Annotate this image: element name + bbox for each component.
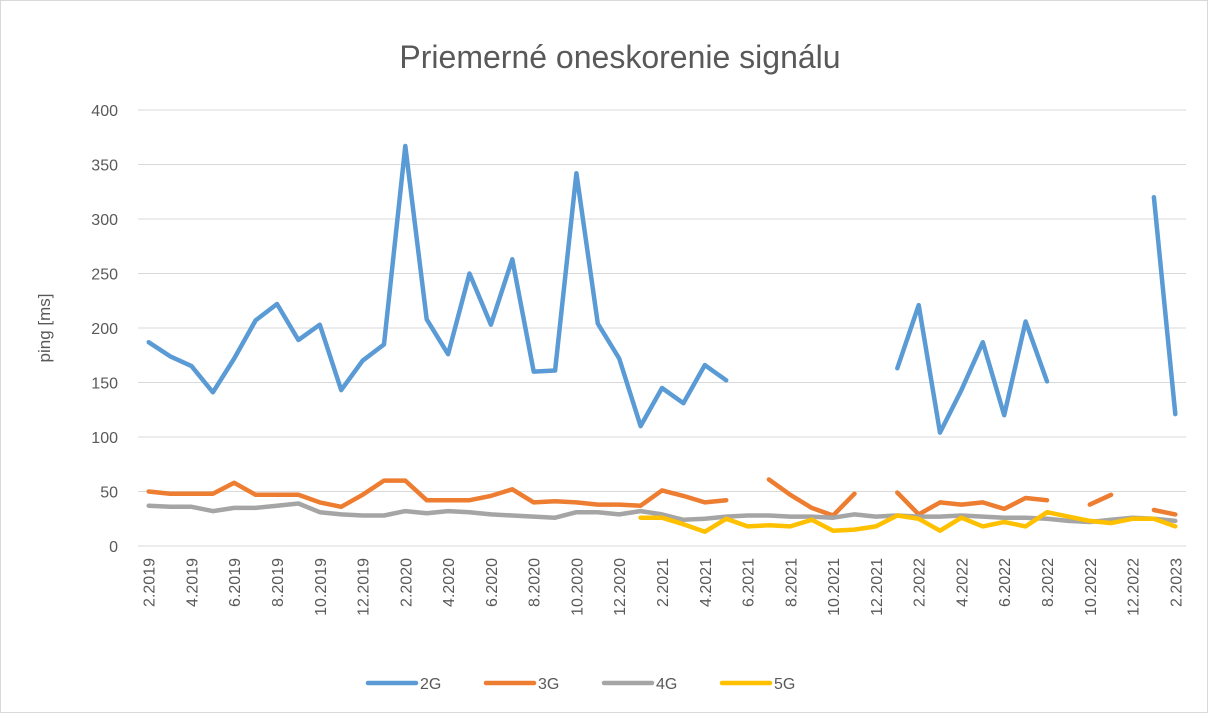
y-tick-label: 200 xyxy=(91,321,118,338)
x-tick-label: 2.2021 xyxy=(655,558,672,607)
y-tick-label: 0 xyxy=(109,539,118,556)
legend-label: 3G xyxy=(538,676,559,693)
x-tick-label: 8.2022 xyxy=(1040,558,1057,607)
x-tick-label: 6.2020 xyxy=(484,558,501,607)
y-tick-label: 300 xyxy=(91,212,118,229)
x-tick-label: 4.2022 xyxy=(954,558,971,607)
legend-label: 5G xyxy=(774,676,795,693)
x-tick-label: 10.2022 xyxy=(1083,558,1100,616)
x-tick-label: 2.2019 xyxy=(142,558,159,607)
x-tick-label: 12.2019 xyxy=(356,558,373,616)
x-tick-label: 2.2020 xyxy=(398,558,415,607)
x-tick-label: 8.2019 xyxy=(270,558,287,607)
x-tick-label: 4.2021 xyxy=(698,558,715,607)
x-tick-label: 12.2020 xyxy=(612,558,629,616)
x-tick-label: 8.2020 xyxy=(527,558,544,607)
y-axis-label: ping [ms] xyxy=(35,294,54,363)
x-tick-label: 2.2023 xyxy=(1168,558,1185,607)
x-tick-label: 4.2020 xyxy=(441,558,458,607)
x-tick-label: 12.2022 xyxy=(1126,558,1143,616)
x-tick-label: 4.2019 xyxy=(184,558,201,607)
series-line xyxy=(638,509,1178,535)
y-tick-label: 150 xyxy=(91,376,118,393)
y-tick-label: 50 xyxy=(100,485,118,502)
x-tick-label: 8.2021 xyxy=(783,558,800,607)
y-tick-label: 400 xyxy=(91,103,118,120)
series-line xyxy=(146,477,1178,518)
x-tick-label: 6.2021 xyxy=(741,558,758,607)
y-tick-label: 350 xyxy=(91,158,118,175)
chart-title: Priemerné oneskorenie signálu xyxy=(399,39,840,75)
y-tick-label: 100 xyxy=(91,430,118,447)
x-tick-label: 6.2022 xyxy=(997,558,1014,607)
x-tick-label: 10.2021 xyxy=(826,558,843,616)
x-tick-label: 6.2019 xyxy=(227,558,244,607)
y-tick-label: 250 xyxy=(91,267,118,284)
x-tick-label: 10.2020 xyxy=(569,558,586,616)
series-line xyxy=(146,143,1178,435)
x-tick-label: 12.2021 xyxy=(869,558,886,616)
series-line xyxy=(146,501,1178,525)
x-tick-label: 10.2019 xyxy=(313,558,330,616)
x-tick-label: 2.2022 xyxy=(912,558,929,607)
legend-label: 4G xyxy=(656,676,677,693)
legend-label: 2G xyxy=(420,676,441,693)
